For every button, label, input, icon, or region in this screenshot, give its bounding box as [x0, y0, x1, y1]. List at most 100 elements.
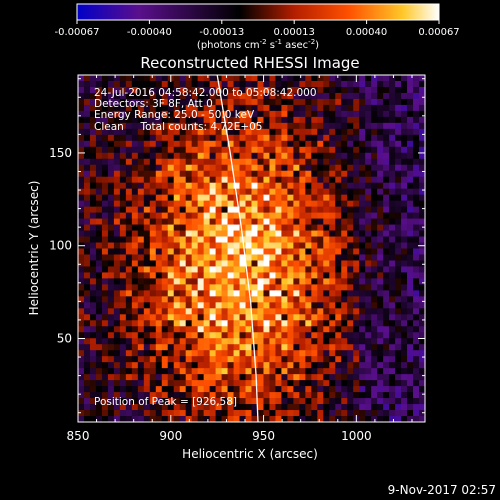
heatmap-cell	[149, 284, 157, 291]
heatmap-cell	[209, 230, 216, 237]
heatmap-cell	[365, 356, 372, 363]
heatmap-cell	[239, 320, 246, 327]
heatmap-cell	[185, 200, 193, 208]
heatmap-cell	[335, 224, 342, 231]
heatmap-cell	[203, 410, 211, 417]
heatmap-cell	[83, 242, 91, 249]
heatmap-cell	[197, 266, 205, 273]
heatmap-cell	[305, 338, 312, 345]
heatmap-cell	[281, 368, 288, 375]
heatmap-cell	[185, 302, 193, 309]
heatmap-cell	[281, 278, 288, 285]
heatmap-cell	[185, 404, 193, 411]
heatmap-cell	[203, 146, 211, 154]
heatmap-cell	[167, 224, 175, 231]
heatmap-cell	[89, 374, 97, 381]
heatmap-cell	[275, 398, 282, 405]
heatmap-cell	[215, 242, 222, 249]
heatmap-cell	[161, 338, 169, 345]
heatmap-cell	[371, 75, 378, 82]
heatmap-cell	[239, 416, 246, 422]
heatmap-cell	[389, 344, 396, 351]
heatmap-cell	[179, 254, 187, 261]
heatmap-cell	[269, 302, 276, 309]
heatmap-cell	[269, 356, 276, 363]
heatmap-cell	[269, 290, 276, 297]
heatmap-cell	[197, 290, 205, 297]
heatmap-cell	[209, 110, 216, 118]
heatmap-cell	[245, 236, 252, 243]
heatmap-cell	[197, 182, 205, 190]
heatmap-cell	[269, 266, 276, 273]
heatmap-cell	[353, 122, 360, 130]
heatmap-cell	[371, 86, 378, 94]
heatmap-cell	[287, 326, 294, 333]
heatmap-cell	[383, 92, 390, 100]
heatmap-cell	[167, 296, 175, 303]
heatmap-cell	[155, 296, 163, 303]
heatmap-cell	[413, 362, 420, 369]
heatmap-cell	[335, 320, 342, 327]
heatmap-cell	[209, 75, 216, 82]
heatmap-cell	[95, 212, 103, 219]
heatmap-cell	[227, 116, 234, 124]
heatmap-cell	[413, 170, 420, 178]
heatmap-cell	[155, 122, 163, 130]
heatmap-cell	[299, 212, 306, 219]
heatmap-cell	[365, 314, 372, 321]
heatmap-cell	[83, 248, 91, 255]
heatmap-cell	[353, 170, 360, 178]
heatmap-cell	[401, 410, 408, 417]
heatmap-cell	[179, 404, 187, 411]
heatmap-cell	[281, 356, 288, 363]
heatmap-cell	[323, 152, 330, 160]
heatmap-cell	[143, 266, 151, 273]
heatmap-cell	[275, 290, 282, 297]
heatmap-cell	[167, 302, 175, 309]
heatmap-cell	[78, 75, 85, 82]
heatmap-cell	[209, 194, 216, 202]
heatmap-cell	[281, 110, 288, 118]
heatmap-cell	[233, 98, 240, 106]
heatmap-cell	[275, 356, 282, 363]
heatmap-cell	[323, 338, 330, 345]
heatmap-cell	[401, 146, 408, 154]
heatmap-cell	[78, 266, 85, 273]
heatmap-cell	[353, 410, 360, 417]
heatmap-cell	[257, 266, 264, 273]
heatmap-cell	[311, 188, 318, 196]
heatmap-cell	[185, 284, 193, 291]
heatmap-cell	[293, 140, 300, 148]
heatmap-cell	[401, 158, 408, 166]
heatmap-cell	[359, 75, 366, 82]
heatmap-cell	[359, 290, 366, 297]
heatmap-cell	[281, 260, 288, 267]
heatmap-cell	[251, 392, 258, 399]
heatmap-cell	[119, 236, 127, 243]
heatmap-cell	[305, 140, 312, 148]
heatmap-cell	[359, 236, 366, 243]
heatmap-cell	[119, 326, 127, 333]
heatmap-cell	[113, 206, 121, 213]
heatmap-cell	[155, 230, 163, 237]
heatmap-cell	[95, 236, 103, 243]
heatmap-cell	[257, 224, 264, 231]
heatmap-cell	[167, 380, 175, 387]
heatmap-cell	[335, 98, 342, 106]
heatmap-cell	[95, 158, 103, 166]
heatmap-cell	[401, 98, 408, 106]
heatmap-cell	[275, 416, 282, 422]
heatmap-cell	[317, 302, 324, 309]
heatmap-cell	[395, 230, 402, 237]
heatmap-cell	[155, 266, 163, 273]
heatmap-cell	[413, 272, 420, 279]
heatmap-cell	[263, 374, 270, 381]
heatmap-cell	[347, 194, 354, 202]
heatmap-cell	[227, 380, 234, 387]
heatmap-cell	[365, 386, 372, 393]
heatmap-cell	[263, 326, 270, 333]
heatmap-cell	[107, 86, 115, 94]
heatmap-cell	[299, 338, 306, 345]
heatmap-cell	[233, 416, 240, 422]
heatmap-cell	[419, 254, 425, 261]
